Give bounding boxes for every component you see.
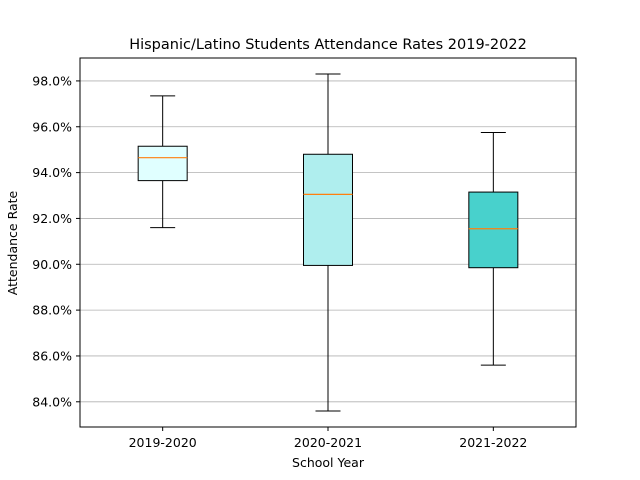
y-tick-label: 86.0%: [32, 348, 72, 363]
boxes: [137, 73, 519, 412]
y-tick-label: 94.0%: [32, 165, 72, 180]
x-axis-ticks: 2019-2020 2020-2021 2021-2022: [129, 427, 527, 450]
x-tick-label: 2021-2022: [459, 435, 527, 450]
box-iqr: [468, 191, 519, 269]
y-tick-label: 96.0%: [32, 119, 72, 134]
y-tick-label: 90.0%: [32, 257, 72, 272]
box-2021-2022: [468, 131, 519, 366]
x-tick-label: 2020-2021: [294, 435, 362, 450]
x-axis-label: School Year: [292, 455, 365, 470]
y-tick-label: 88.0%: [32, 303, 72, 318]
box-2019-2020: [137, 95, 188, 229]
y-tick-label: 98.0%: [32, 73, 72, 88]
chart-title: Hispanic/Latino Students Attendance Rate…: [129, 37, 527, 53]
y-axis-ticks: 84.0% 86.0% 88.0% 90.0% 92.0% 94.0% 96.0% 98.0%: [32, 73, 80, 409]
y-axis-label: Attendance Rate: [5, 190, 20, 295]
y-tick-label: 84.0%: [32, 394, 72, 409]
box-2020-2021: [303, 73, 353, 412]
y-tick-label: 92.0%: [32, 211, 72, 226]
box-iqr: [303, 153, 353, 266]
x-tick-label: 2019-2020: [129, 435, 197, 450]
box-iqr: [137, 145, 188, 182]
